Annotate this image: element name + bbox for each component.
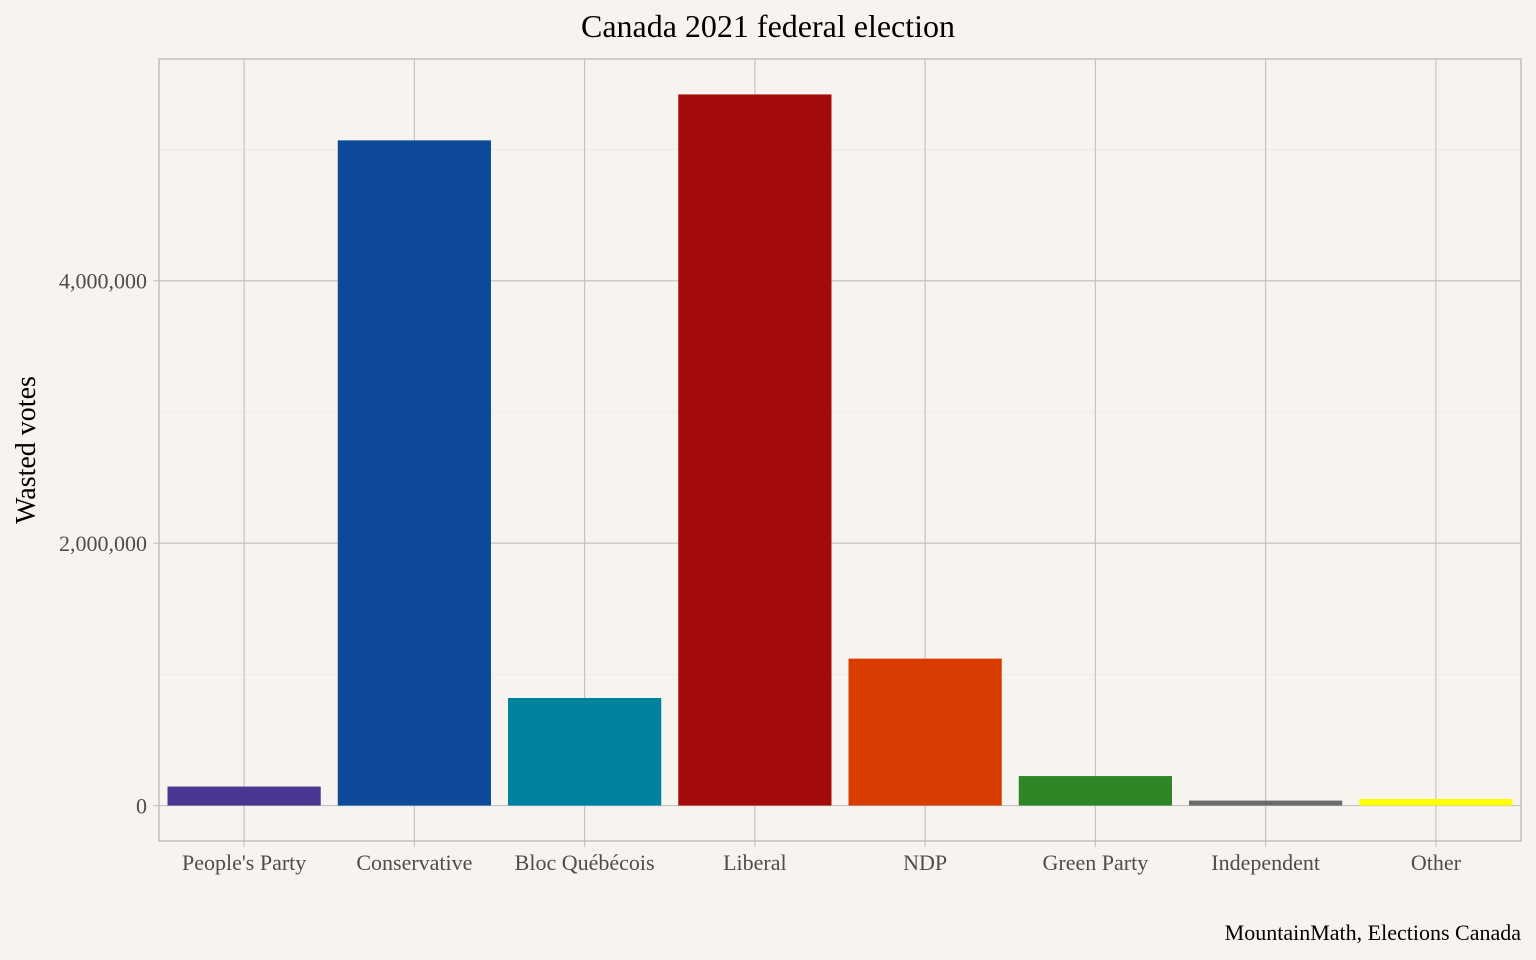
x-tick-label: Green Party	[1043, 850, 1149, 875]
x-tick-label: NDP	[903, 850, 947, 875]
x-tick-label: Liberal	[723, 850, 787, 875]
bar-other	[1359, 799, 1513, 806]
bar-ndp	[848, 658, 1002, 806]
x-axis-ticks: People's Party Conservative Bloc Québécois…	[182, 841, 1462, 875]
bar-independent	[1189, 800, 1343, 806]
x-tick-label: Conservative	[356, 850, 472, 875]
bar-people-s-party	[167, 786, 321, 806]
bars	[167, 94, 1513, 806]
x-tick-label: Bloc Québécois	[515, 850, 655, 875]
x-tick-label: People's Party	[182, 850, 306, 875]
bar-conservative	[337, 140, 491, 806]
y-tick-label: 4,000,000	[59, 269, 147, 294]
bar-green-party	[1018, 776, 1172, 806]
bar-liberal	[678, 94, 832, 806]
x-tick-label: Other	[1411, 850, 1462, 875]
y-axis-title: Wasted votes	[11, 376, 42, 524]
panel-border	[158, 58, 1522, 842]
chart-caption: MountainMath, Elections Canada	[1225, 920, 1522, 945]
x-tick-label: Independent	[1211, 850, 1320, 875]
chart-title: Canada 2021 federal election	[581, 8, 955, 44]
y-tick-label: 0	[136, 794, 147, 819]
bar-bloc-qu-b-cois	[508, 697, 662, 806]
y-tick-label: 2,000,000	[59, 531, 147, 556]
y-axis-ticks: 0 2,000,000 4,000,000	[59, 269, 159, 819]
